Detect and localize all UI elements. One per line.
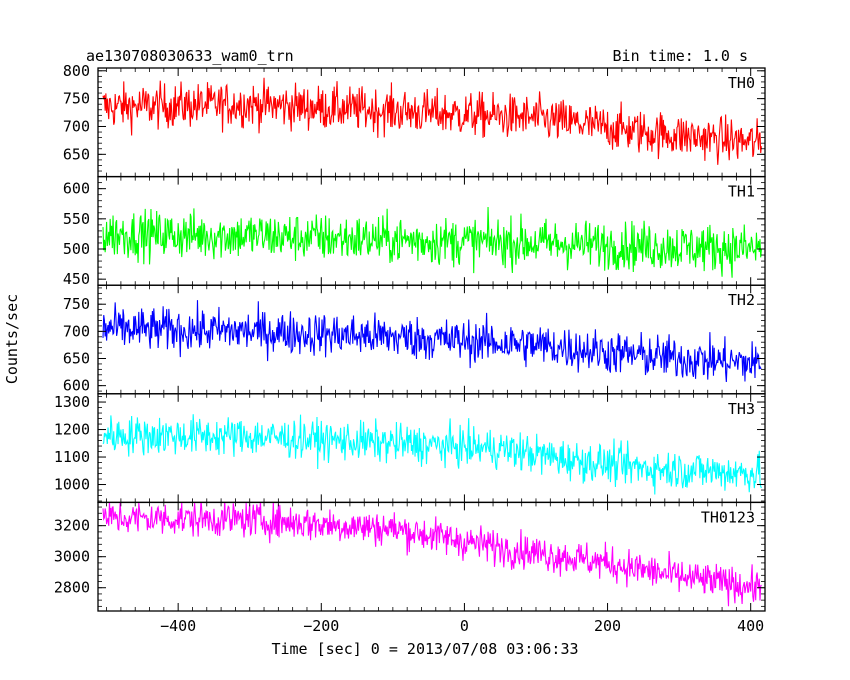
y-tick-label: 650 [63,350,90,368]
panel-frame [97,501,766,612]
y-tick-label: 3000 [54,548,90,566]
panels-group: 650 700 750 800 TH0 450 500 550 600 TH1 600 650 700 7… [54,62,766,612]
y-tick-label: 1200 [54,421,90,439]
y-axis-label: Counts/sec [3,294,21,384]
panel-label-th0: TH0 [728,74,755,92]
x-tick-label: −400 [160,617,196,635]
y-tick-label: 3200 [54,517,90,535]
series-th0123-line [102,502,762,607]
panel-label-th1: TH1 [728,183,755,201]
x-axis-label: Time [sec] 0 = 2013/07/08 03:06:33 [271,640,578,658]
y-tick-label: 1000 [54,476,90,494]
y-tick-label: 2800 [54,579,90,597]
y-tick-label: 750 [63,90,90,108]
y-tick-label: 700 [63,322,90,340]
x-tick-label: 0 [460,617,469,635]
y-tick-label: 700 [63,117,90,135]
y-tick-label: 600 [63,180,90,198]
series-th3-line [102,414,762,495]
x-tick-label: −200 [303,617,339,635]
panel-th2: 600 650 700 750 TH2 [63,284,766,395]
y-tick-label: 800 [63,62,90,80]
y-tick-label: 450 [63,270,90,288]
x-tick-label: 400 [737,617,764,635]
plot-title: ae130708030633_wam0_trn [86,47,294,65]
y-tick-label: 1100 [54,448,90,466]
y-tick-label: 600 [63,377,90,395]
panel-th0: 650 700 750 800 TH0 [63,62,766,178]
panel-label-th3: TH3 [728,400,755,418]
series-th1-line [102,207,762,278]
y-tick-label: 550 [63,210,90,228]
panel-label-th0123: TH0123 [701,508,755,526]
series-th2-line [102,300,762,383]
bin-time-label: Bin time: 1.0 s [613,47,748,65]
panel-frame [97,393,766,504]
y-tick-label: 500 [63,240,90,258]
x-axis: −400 −200 0 200 400 [160,617,764,635]
panel-label-th2: TH2 [728,291,755,309]
panel-th3: 1000 1100 1200 1300 TH3 [54,393,766,504]
y-tick-label: 650 [63,145,90,163]
series-th0-line [102,77,762,165]
panel-th1: 450 500 550 600 TH1 [63,175,766,288]
y-tick-label: 750 [63,295,90,313]
y-tick-label: 1300 [54,393,90,411]
panel-th0123: 2800 3000 3200 TH0123 [54,501,766,612]
x-tick-label: 200 [594,617,621,635]
